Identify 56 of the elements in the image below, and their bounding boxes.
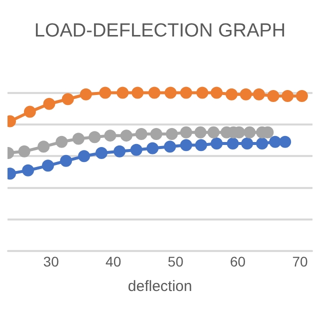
point [80,88,92,100]
point [146,142,159,154]
point [296,90,308,102]
point [88,131,101,144]
point [180,86,192,99]
x-tick-label: 60 [230,253,246,270]
point [196,86,208,99]
point [180,126,192,138]
point [18,145,30,158]
point [130,144,142,156]
point [95,146,108,159]
point [99,86,112,99]
point [267,90,280,102]
point [38,140,50,153]
point [148,86,160,99]
x-axis-title: deflection [128,278,192,296]
point [279,136,292,148]
point [150,128,162,140]
point [164,140,176,153]
point [116,86,129,99]
point [244,126,256,138]
point [72,132,84,145]
point [256,137,268,150]
point [226,88,238,100]
point [43,98,56,110]
x-tick-label: 30 [43,253,60,270]
point [194,126,206,138]
point [166,128,178,140]
point [60,154,72,167]
point [104,130,116,142]
point [269,136,282,148]
point [62,93,74,106]
point [132,86,144,99]
point [78,150,90,162]
point [42,160,54,172]
point [120,130,132,142]
point [164,86,177,99]
x-tick-label: 50 [168,253,184,270]
chart-title: LOAD-DEFLECTION GRAPH [34,20,286,42]
point [24,106,36,118]
point [56,136,68,148]
point [208,126,220,138]
point [114,145,126,158]
point [282,90,294,102]
point [195,139,208,152]
point [22,164,34,176]
point [210,86,223,99]
point [135,128,148,140]
point [252,88,265,100]
point [210,137,223,150]
x-tick-label: 70 [292,253,308,270]
point [241,137,254,150]
point [226,137,239,150]
x-tick-label: 40 [106,253,122,270]
point [180,139,192,152]
point [240,88,252,100]
